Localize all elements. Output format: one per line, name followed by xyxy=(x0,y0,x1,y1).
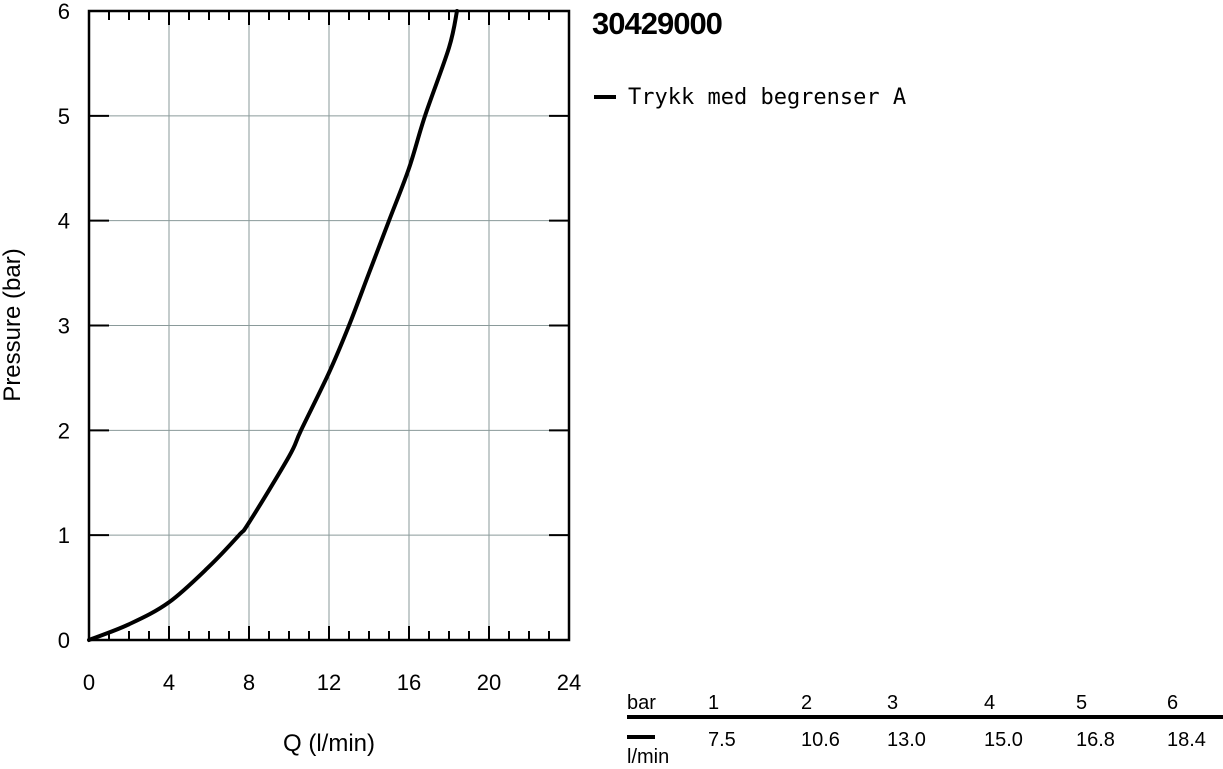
y-tick-label: 2 xyxy=(58,418,70,443)
x-tick-label: 20 xyxy=(477,670,501,695)
product-number-title: 30429000 xyxy=(592,6,723,41)
y-tick-label: 3 xyxy=(58,314,70,339)
legend: Trykk med begrenser A xyxy=(594,84,906,110)
pressure-header-cell: 6 xyxy=(1167,692,1179,714)
y-tick-label: 0 xyxy=(58,628,70,653)
flow-value-cell: 10.6 xyxy=(801,729,840,751)
x-tick-label: 24 xyxy=(557,670,581,695)
y-tick-label: 5 xyxy=(58,104,70,129)
flow-table: bar l/min 1 7.5 2 10.6 3 13.0 4 15.0 5 16.8 6 18.4 xyxy=(627,690,1223,768)
flow-row-swatch xyxy=(627,735,655,739)
grid-lines xyxy=(89,11,569,640)
flow-unit-label: l/min xyxy=(627,746,670,768)
y-tick-label: 4 xyxy=(58,209,70,234)
plot-frame xyxy=(87,9,571,642)
x-tick-label: 0 xyxy=(83,670,95,695)
series-line xyxy=(87,9,459,642)
legend-label: Trykk med begrenser A xyxy=(628,84,907,110)
series-layer xyxy=(87,9,459,642)
x-tick-label: 16 xyxy=(397,670,421,695)
y-tick-label: 1 xyxy=(58,523,70,548)
pressure-unit-label: bar xyxy=(627,692,656,714)
y-tick-label: 6 xyxy=(58,0,70,24)
pressure-header-cell: 2 xyxy=(801,692,813,714)
flow-value-cell: 7.5 xyxy=(708,729,736,751)
pressure-header-cell: 4 xyxy=(984,692,996,714)
x-tick-label: 12 xyxy=(317,670,341,695)
pressure-header-cell: 5 xyxy=(1076,692,1088,714)
y-axis-title: Pressure (bar) xyxy=(0,248,26,401)
pressure-header-cell: 3 xyxy=(887,692,899,714)
table-rule xyxy=(627,715,1223,719)
flow-value-cell: 16.8 xyxy=(1076,729,1115,751)
x-tick-label: 8 xyxy=(243,670,255,695)
axis-ticks xyxy=(89,11,569,640)
flow-value-cell: 18.4 xyxy=(1167,729,1206,751)
x-tick-label: 4 xyxy=(163,670,175,695)
pressure-header-cell: 1 xyxy=(708,692,720,714)
legend-swatch xyxy=(594,95,616,99)
flow-value-cell: 13.0 xyxy=(887,729,926,751)
flow-value-cell: 15.0 xyxy=(984,729,1023,751)
x-axis-title: Q (l/min) xyxy=(283,730,375,757)
